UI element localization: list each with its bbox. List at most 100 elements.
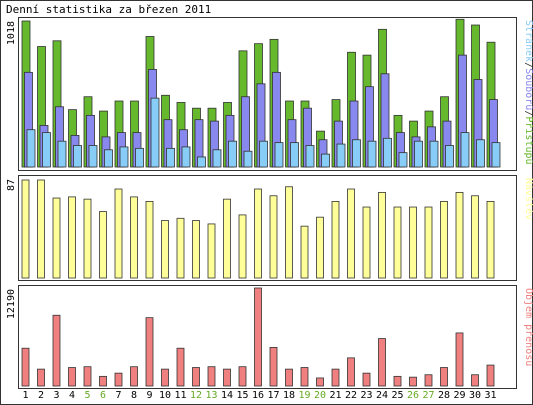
x-tick-label-day-27: 27	[422, 390, 434, 401]
bar-objem-p-enosu-day-9	[145, 317, 154, 387]
x-tick-label-day-5: 5	[84, 390, 90, 401]
bar-n-v-t-v-day-15	[238, 214, 247, 279]
bar-objem-p-enosu-day-23	[362, 372, 371, 387]
x-tick-label-day-14: 14	[221, 390, 233, 401]
x-tick-label-day-30: 30	[469, 390, 481, 401]
bar-objem-p-enosu-day-22	[347, 357, 355, 387]
bar-n-v-t-v-day-20	[316, 216, 324, 279]
bar-str-nek-day-18	[290, 142, 299, 168]
x-tick-label-day-23: 23	[360, 390, 372, 401]
bar-str-nek-day-10	[166, 147, 175, 168]
bar-objem-p-enosu-day-29	[455, 332, 464, 387]
x-axis-labels: 1 2 3 4 5 6 7 8 9 10 11 12 13 14 15 16 17 18 19 20 21 22 23 24 2…	[22, 390, 496, 401]
bar-str-nek-day-27	[429, 140, 439, 168]
x-tick-label-day-9: 9	[146, 390, 152, 401]
legend-entry: Přístupů	[523, 116, 533, 164]
x-tick-label-day-13: 13	[205, 390, 217, 401]
x-tick-label-day-29: 29	[453, 390, 465, 401]
bar-objem-p-enosu-day-27	[424, 374, 433, 387]
bar-n-v-t-v-day-2	[37, 179, 45, 279]
bar-str-nek-day-22	[352, 139, 361, 168]
panel-frame	[18, 17, 517, 171]
bar-n-v-t-v-day-14	[223, 198, 231, 279]
x-tick-label-day-7: 7	[115, 390, 121, 401]
legend-entry: Souborů	[523, 68, 533, 110]
x-tick-label-day-20: 20	[314, 390, 326, 401]
y-max-label: 87	[6, 179, 17, 191]
bar-str-nek-day-25	[398, 152, 408, 168]
bar-str-nek-day-29	[460, 132, 470, 168]
x-tick-label-day-16: 16	[252, 390, 264, 401]
bar-str-nek-day-5	[88, 145, 98, 168]
bar-n-v-t-v-day-4	[68, 196, 76, 279]
x-tick-label-day-22: 22	[345, 390, 357, 401]
bar-objem-p-enosu-day-18	[285, 368, 293, 387]
chart-title: Denní statistika za březen 2011	[6, 3, 211, 16]
bar-objem-p-enosu-day-4	[68, 367, 76, 387]
bar-objem-p-enosu-day-20	[316, 377, 324, 387]
bar-objem-p-enosu-day-15	[238, 366, 247, 387]
bar-objem-p-enosu-day-31	[486, 364, 495, 387]
x-tick-label-day-8: 8	[131, 390, 137, 401]
bar-str-nek-day-20	[321, 153, 330, 168]
bar-objem-p-enosu-day-2	[37, 368, 45, 387]
panel-2: 87 Návštěv	[6, 175, 533, 281]
legend-entry: Objem přenosu	[523, 288, 533, 366]
bar-str-nek-day-31	[491, 142, 501, 168]
panel-1: 1018 Stránek/Souborů/Přístupů	[6, 17, 533, 171]
bar-str-nek-day-16	[259, 140, 268, 168]
bar-str-nek-day-11	[181, 146, 191, 168]
x-tick-label-day-26: 26	[407, 390, 419, 401]
x-tick-label-day-6: 6	[100, 390, 106, 401]
x-tick-label-day-19: 19	[298, 390, 310, 401]
bar-n-v-t-v-day-31	[486, 201, 495, 279]
x-tick-label-day-24: 24	[376, 390, 388, 401]
x-tick-label-day-15: 15	[236, 390, 248, 401]
bar-objem-p-enosu-day-13	[207, 366, 216, 387]
panel-3: 12190 Objem přenosu	[6, 285, 533, 389]
bar-objem-p-enosu-day-30	[471, 374, 479, 387]
bar-n-v-t-v-day-28	[440, 201, 448, 279]
bar-str-nek-day-2	[42, 132, 51, 168]
bar-str-nek-day-1	[26, 129, 36, 168]
x-tick-label-day-4: 4	[69, 390, 75, 401]
bar-n-v-t-v-day-3	[52, 197, 61, 279]
bar-n-v-t-v-day-26	[409, 206, 417, 279]
bar-n-v-t-v-day-16	[254, 188, 262, 279]
legend-entry: /	[523, 110, 533, 116]
bar-objem-p-enosu-day-7	[114, 372, 123, 387]
x-tick-label-day-25: 25	[391, 390, 403, 401]
bar-objem-p-enosu-day-5	[83, 366, 92, 387]
bar-str-nek-day-28	[445, 145, 454, 168]
bar-n-v-t-v-day-25	[393, 206, 402, 279]
x-tick-label-day-1: 1	[22, 390, 28, 401]
bar-str-nek-day-4	[73, 145, 82, 168]
bar-str-nek-day-15	[243, 150, 253, 168]
x-tick-label-day-18: 18	[283, 390, 295, 401]
bar-objem-p-enosu-day-21	[331, 368, 340, 387]
bar-n-v-t-v-day-1	[21, 179, 30, 279]
bar-objem-p-enosu-day-11	[176, 347, 185, 387]
bar-n-v-t-v-day-27	[424, 206, 433, 279]
panel-legend: Návštěv	[523, 178, 533, 220]
bar-n-v-t-v-day-8	[130, 196, 138, 279]
bar-objem-p-enosu-day-16	[254, 287, 262, 387]
x-tick-label-day-10: 10	[159, 390, 171, 401]
bar-n-v-t-v-day-21	[331, 201, 340, 279]
bar-objem-p-enosu-day-3	[52, 314, 61, 387]
bar-objem-p-enosu-day-28	[440, 367, 448, 387]
bar-objem-p-enosu-day-6	[99, 375, 107, 387]
x-tick-label-day-31: 31	[484, 390, 496, 401]
bar-objem-p-enosu-day-14	[223, 368, 231, 387]
bar-str-nek-day-8	[135, 147, 144, 168]
x-tick-label-day-21: 21	[329, 390, 341, 401]
bar-str-nek-day-26	[414, 140, 423, 168]
bar-n-v-t-v-day-5	[83, 198, 92, 279]
bar-str-nek-day-24	[383, 137, 392, 168]
legend-entry: /	[523, 62, 533, 68]
bar-n-v-t-v-day-19	[300, 225, 309, 279]
legend-entry: Stránek	[523, 20, 533, 62]
bar-n-v-t-v-day-6	[99, 211, 107, 279]
panels-layer: 1018 Stránek/Souborů/Přístupů 87 Návštěv 121…	[6, 17, 533, 389]
